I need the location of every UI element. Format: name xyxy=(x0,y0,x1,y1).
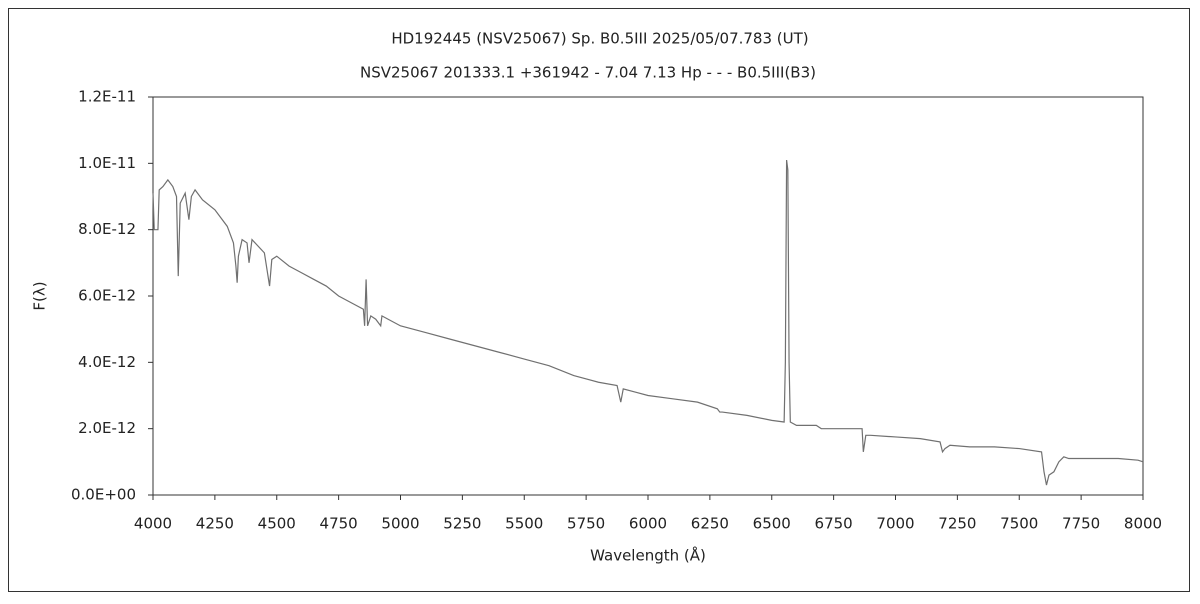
x-tick-label: 6500 xyxy=(753,515,791,533)
x-tick-label: 5750 xyxy=(567,515,605,533)
x-tick-label: 5250 xyxy=(443,515,481,533)
x-tick-label: 8000 xyxy=(1124,515,1162,533)
x-tick-label: 7250 xyxy=(938,515,976,533)
y-tick-label: 8.0E-12 xyxy=(78,220,136,238)
x-tick-label: 7500 xyxy=(1000,515,1038,533)
x-tick-label: 7750 xyxy=(1062,515,1100,533)
x-tick-label: 5000 xyxy=(381,515,419,533)
x-axis-label: Wavelength (Å) xyxy=(590,546,706,565)
y-tick-label: 2.0E-12 xyxy=(78,419,136,437)
y-tick-label: 1.0E-11 xyxy=(78,154,136,172)
x-tick-label: 4250 xyxy=(196,515,234,533)
chart-border xyxy=(8,8,1190,592)
x-tick-label: 4500 xyxy=(258,515,296,533)
y-tick-label: 6.0E-12 xyxy=(78,287,136,305)
chart-title: HD192445 (NSV25067) Sp. B0.5III 2025/05/… xyxy=(391,30,808,48)
x-tick-label: 4000 xyxy=(134,515,172,533)
x-tick-label: 6750 xyxy=(815,515,853,533)
chart-subtitle: NSV25067 201333.1 +361942 - 7.04 7.13 Hp… xyxy=(360,64,816,82)
spectrum-line xyxy=(152,159,1144,486)
x-tick-label: 6250 xyxy=(691,515,729,533)
y-tick-label: 4.0E-12 xyxy=(78,353,136,371)
x-tick-label: 7000 xyxy=(876,515,914,533)
x-tick-label: 6000 xyxy=(629,515,667,533)
y-tick-label: 1.2E-11 xyxy=(78,88,136,106)
y-tick-label: 0.0E+00 xyxy=(71,486,136,504)
x-tick-label: 5500 xyxy=(505,515,543,533)
y-axis-label: F(λ) xyxy=(31,281,49,310)
x-tick-label: 4750 xyxy=(320,515,358,533)
